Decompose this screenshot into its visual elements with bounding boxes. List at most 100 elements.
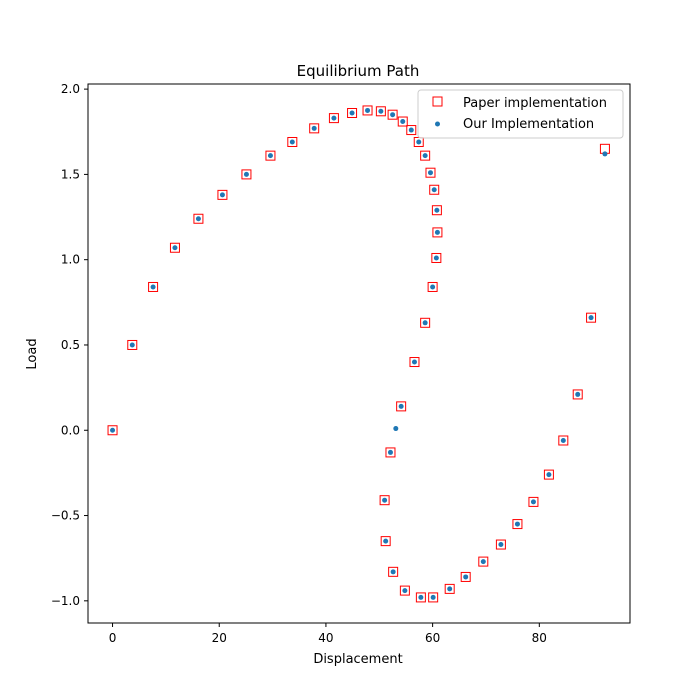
paper-square-marker	[409, 357, 420, 368]
our-dot-marker	[390, 112, 396, 118]
our-dot-marker	[422, 153, 428, 159]
paper-square-marker	[572, 389, 583, 400]
our-dot-marker	[402, 588, 408, 594]
our-dot-marker	[383, 538, 389, 544]
paper-square-marker	[558, 435, 569, 446]
x-tick-label: 20	[212, 631, 227, 645]
paper-square-marker	[429, 184, 440, 195]
our-dot-marker	[289, 139, 295, 145]
paper-square-marker	[396, 401, 407, 412]
paper-square-marker	[375, 106, 386, 117]
our-dot-marker	[575, 391, 581, 397]
paper-square-marker	[431, 205, 442, 216]
paper-square-marker	[287, 136, 298, 147]
paper-square-marker	[379, 495, 390, 506]
our-dot-marker	[129, 342, 135, 348]
paper-square-marker	[193, 213, 204, 224]
our-dot-marker	[422, 320, 428, 326]
our-dot-marker	[219, 192, 225, 198]
our-dot-marker	[434, 229, 440, 235]
legend-box	[417, 89, 624, 139]
paper-square-marker	[420, 317, 431, 328]
paper-square-marker	[444, 583, 455, 594]
paper-square-marker	[241, 169, 252, 180]
x-tick-label: 80	[532, 631, 547, 645]
x-axis: 0 20 40 60 80	[109, 623, 547, 645]
our-dot-marker	[390, 569, 396, 575]
our-dot-marker	[365, 107, 371, 113]
legend-label-paper: Paper implementation	[463, 96, 607, 111]
axes-frame	[87, 83, 631, 624]
paper-square-marker	[362, 105, 373, 116]
paper-square-marker	[328, 113, 339, 124]
y-tick-label: 2.0	[61, 82, 80, 96]
y-tick-label: −0.5	[51, 509, 80, 523]
legend-square-marker	[432, 96, 443, 107]
our-dot-marker	[382, 497, 388, 503]
paper-square-marker	[586, 312, 597, 323]
our-dot-marker	[560, 437, 566, 443]
paper-square-marker	[385, 447, 396, 458]
paper-square-marker	[169, 242, 180, 253]
our-dot-marker	[150, 284, 156, 290]
our-dot-marker	[110, 427, 116, 433]
paper-square-marker	[265, 150, 276, 161]
y-tick-label: 0.0	[61, 423, 80, 437]
y-tick-label: −1.0	[51, 594, 80, 608]
our-dot-marker	[400, 119, 406, 125]
x-tick-label: 0	[109, 631, 117, 645]
paper-square-marker	[528, 496, 539, 507]
paper-square-marker	[415, 592, 426, 603]
our-dot-marker	[447, 586, 453, 592]
paper-square-marker	[512, 519, 523, 530]
y-axis: −1.0 −0.5 0.0 0.5 1.0 1.5 2.0	[51, 82, 88, 608]
our-dot-marker	[418, 594, 424, 600]
paper-square-marker	[460, 571, 471, 582]
y-tick-label: 1.5	[61, 167, 80, 181]
our-dot-marker	[267, 153, 273, 159]
our-dot-marker	[463, 574, 469, 580]
paper-square-marker	[432, 227, 443, 238]
our-dot-marker	[311, 125, 317, 131]
chart-title: Equilibrium Path	[297, 62, 420, 80]
our-dot-marker	[243, 171, 249, 177]
paper-square-marker	[380, 536, 391, 547]
paper-square-marker	[478, 556, 489, 567]
our-dot-marker	[430, 284, 436, 290]
our-dot-marker	[416, 139, 422, 145]
our-dot-marker	[431, 187, 437, 193]
paper-square-marker	[425, 167, 436, 178]
paper-square-marker	[399, 585, 410, 596]
our-dot-marker	[398, 403, 404, 409]
paper-square-marker	[397, 116, 408, 127]
paper-square-marker	[107, 425, 118, 436]
y-tick-label: 1.0	[61, 253, 80, 267]
our-dot-marker	[393, 426, 399, 432]
data-markers	[107, 105, 610, 603]
our-dot-marker	[602, 151, 608, 157]
plot-area	[87, 83, 631, 624]
our-dot-marker	[434, 207, 440, 213]
our-dot-marker	[514, 521, 520, 527]
paper-square-marker	[387, 109, 398, 120]
y-tick-label: 0.5	[61, 338, 80, 352]
paper-square-marker	[406, 125, 417, 136]
our-dot-marker	[408, 127, 414, 133]
our-dot-marker	[387, 449, 393, 455]
x-axis-label: Displacement	[313, 652, 402, 667]
our-dot-marker	[480, 559, 486, 565]
paper-square-marker	[388, 566, 399, 577]
legend-dot-marker	[435, 121, 440, 127]
paper-square-marker	[148, 281, 159, 292]
paper-square-marker	[428, 592, 439, 603]
paper-square-marker	[309, 123, 320, 134]
our-dot-marker	[349, 110, 355, 116]
our-dot-marker	[530, 499, 536, 505]
x-tick-label: 40	[318, 631, 333, 645]
our-dot-marker	[427, 170, 433, 176]
our-dot-marker	[588, 315, 594, 321]
paper-square-marker	[427, 281, 438, 292]
our-dot-marker	[546, 472, 552, 478]
paper-square-marker	[495, 539, 506, 550]
